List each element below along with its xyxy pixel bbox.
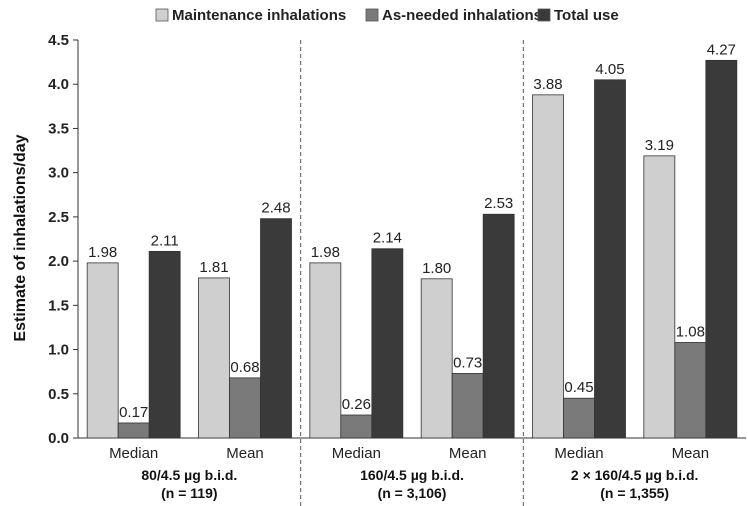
category-label: Mean [226,445,264,462]
y-axis-label: Estimate of inhalations/day [12,134,29,341]
bar [705,59,738,439]
legend-swatch [365,8,379,22]
data-label: 2.11 [151,232,179,249]
data-label: 1.98 [311,244,340,261]
data-label: 0.17 [119,404,148,421]
y-tick-label: 0.0 [48,430,69,447]
data-label: 0.68 [230,359,259,376]
y-tick-label: 1.0 [48,342,69,359]
legend-swatch [155,8,169,22]
bar [532,94,564,439]
group-n-label: (n = 1,355) [600,485,669,501]
y-tick-label: 2.5 [48,209,69,226]
legend-label: As-needed inhalations [382,7,542,24]
bar [198,277,230,439]
category-label: Median [332,445,381,462]
bar [86,262,119,439]
category-label: Mean [449,445,487,462]
bar [309,262,342,439]
bar [340,414,373,439]
legend: Maintenance inhalations As-needed inhalat… [155,7,619,24]
grid [73,39,746,506]
bar [260,218,292,439]
y-tick-label: 2.0 [48,253,69,270]
bar [563,397,595,439]
data-label: 1.80 [422,260,451,277]
bar [674,342,707,439]
category-label: Mean [672,445,710,462]
data-label: 1.08 [676,323,705,340]
y-tick-label: 3.0 [48,165,69,182]
data-label: 4.27 [707,41,736,58]
bar [148,250,181,439]
legend-label: Total use [554,7,619,24]
y-tick-label: 4.5 [48,32,69,49]
category-label: Median [109,445,158,462]
bar [482,213,515,439]
group-n-label: (n = 3,106) [378,485,447,501]
data-label: 0.26 [342,396,371,413]
data-label: 2.53 [484,195,513,212]
data-label: 1.81 [199,259,228,276]
bars [86,59,738,439]
bar [117,422,150,439]
bar [371,248,404,439]
data-label: 0.45 [564,379,593,396]
bar [229,377,261,439]
y-tick-label: 0.5 [48,386,69,403]
bar [420,278,453,439]
data-label: 2.48 [261,200,290,217]
bar [451,373,484,439]
data-label: 4.05 [595,61,624,78]
category-label: Median [554,445,603,462]
bar [643,155,676,439]
data-label: 0.73 [453,354,482,371]
data-label: 3.88 [533,76,562,93]
legend-swatch [537,8,551,22]
group-n-label: (n = 119) [161,485,217,501]
data-label: 1.98 [88,244,117,261]
group-label: 80/4.5 µg b.i.d. [141,467,237,483]
legend-label: Maintenance inhalations [172,7,346,24]
group-label: 2 × 160/4.5 µg b.i.d. [571,467,699,483]
y-tick-label: 4.0 [48,76,69,93]
y-tick-label: 1.5 [48,297,69,314]
y-tick-label: 3.5 [48,120,69,137]
labels: 0.0 0.5 1.0 1.5 2.0 2.5 3.0 3.5 4.0 4.5 1.98 0.17 2.… [48,32,736,501]
bar [594,79,626,439]
group-label: 160/4.5 µg b.i.d. [360,467,464,483]
data-label: 2.14 [373,230,402,247]
data-label: 3.19 [645,137,674,154]
